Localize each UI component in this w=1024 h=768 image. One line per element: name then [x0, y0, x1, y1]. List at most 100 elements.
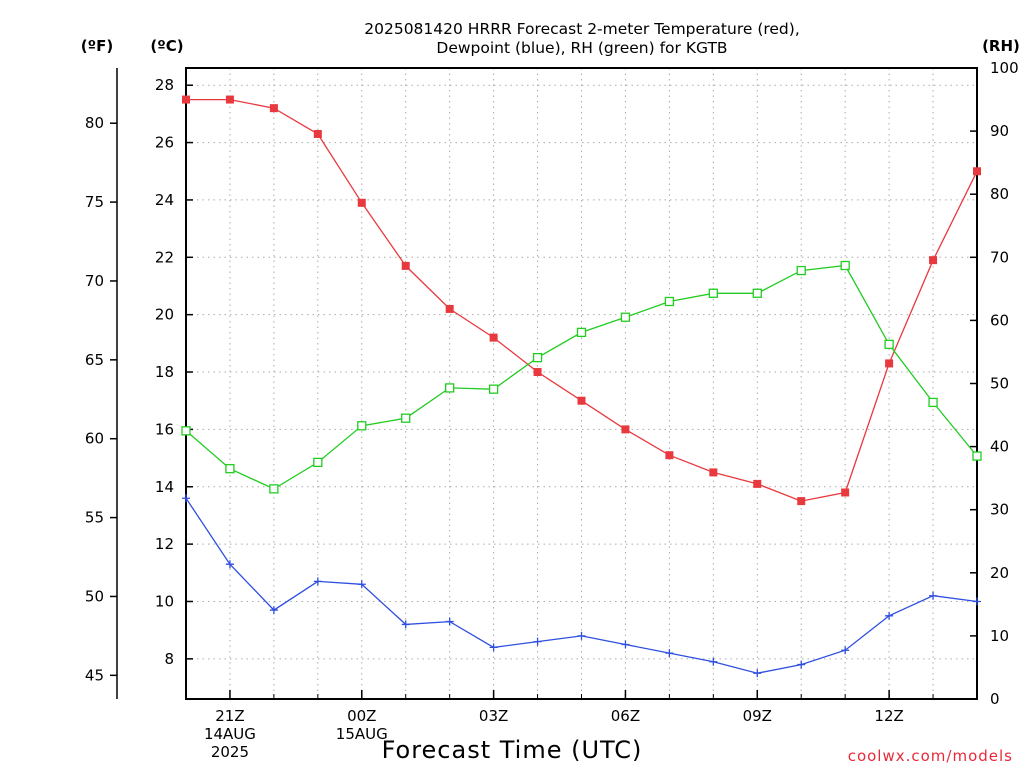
rh-tick-label: 30: [990, 501, 1009, 519]
celsius-tick-label: 14: [155, 478, 174, 496]
temperature-point: [709, 468, 718, 477]
fahrenheit-tick-label: 65: [85, 351, 104, 369]
x-tick-label: 21Z: [215, 707, 244, 725]
temperature-point: [797, 497, 806, 506]
series-temperature-group: [182, 95, 981, 506]
rh-point: [972, 451, 982, 461]
x-tick-label: 12Z: [874, 707, 903, 725]
dewpoint-point: [973, 597, 981, 606]
rh-point: [357, 421, 367, 431]
celsius-tick-label: 16: [155, 420, 174, 438]
celsius-axis-unit: (ºC): [150, 37, 183, 55]
x-axis-label: Forecast Time (UTC): [382, 736, 643, 764]
dewpoint-point: [709, 657, 718, 666]
rh-point: [884, 339, 894, 350]
temperature-point: [753, 479, 762, 488]
celsius-tick-label: 24: [155, 191, 174, 209]
temperature-point: [973, 167, 981, 176]
temperature-point: [577, 396, 586, 405]
chart-title-line-1: 2025081420 HRRR Forecast 2-meter Tempera…: [364, 20, 800, 38]
dewpoint-point: [182, 494, 190, 503]
rh-point: [708, 288, 718, 298]
celsius-tick-label: 18: [155, 363, 174, 381]
dewpoint-point: [841, 646, 850, 655]
celsius-tick-label: 22: [155, 248, 174, 266]
fahrenheit-tick-label: 55: [85, 509, 104, 527]
dewpoint-point: [489, 643, 498, 652]
temperature-point: [929, 256, 938, 265]
series-layer: [181, 95, 982, 678]
rh-point: [269, 484, 279, 494]
temperature-point: [885, 359, 894, 368]
temperature-point: [533, 368, 542, 377]
rh-point: [840, 260, 850, 271]
fahrenheit-tick-label: 50: [85, 587, 104, 605]
dewpoint-point: [621, 640, 630, 649]
dewpoint-point: [269, 606, 278, 615]
temperature-point: [621, 425, 630, 434]
dewpoint-point: [313, 577, 322, 586]
rh-point: [532, 352, 543, 363]
x-tick-label: 15AUG: [336, 725, 388, 743]
dewpoint-point: [929, 591, 938, 600]
fahrenheit-tick-label: 45: [85, 666, 104, 684]
dewpoint-point: [401, 620, 410, 629]
celsius-tick-label: 8: [164, 650, 174, 668]
temperature-point: [665, 451, 674, 460]
grid-lines: [186, 68, 977, 699]
dewpoint-point: [533, 637, 542, 646]
dewpoint-point: [577, 631, 586, 640]
fahrenheit-tick-label: 80: [85, 114, 104, 132]
rh-point: [928, 397, 938, 408]
fahrenheit-tick-label: 60: [85, 430, 104, 448]
dewpoint-point: [753, 669, 762, 678]
temperature-point: [489, 333, 498, 342]
rh-point: [181, 426, 191, 436]
celsius-tick-label: 26: [155, 134, 174, 152]
axis-ticks: 8 10 12 14 16 18 20 22 24 26 28 45 50 55 60 65 70 75 80 0 10…: [85, 59, 1019, 761]
fahrenheit-axis-unit: (ºF): [81, 37, 113, 55]
rh-tick-label: 20: [990, 564, 1009, 582]
x-tick-label: 06Z: [611, 707, 640, 725]
celsius-tick-label: 20: [155, 306, 174, 324]
rh-point: [576, 327, 587, 338]
temperature-point: [401, 261, 410, 270]
dewpoint-point: [665, 649, 674, 658]
temperature-point: [269, 104, 278, 113]
celsius-tick-label: 28: [155, 76, 174, 94]
rh-point: [225, 464, 235, 474]
rh-axis-unit: (RH): [982, 37, 1020, 55]
temperature-point: [841, 488, 850, 497]
dewpoint-point: [225, 560, 234, 569]
rh-tick-label: 40: [990, 438, 1009, 456]
x-tick-label: 14AUG: [204, 725, 256, 743]
temperature-point: [225, 95, 234, 104]
rh-tick-label: 70: [990, 248, 1009, 266]
x-tick-label: 03Z: [479, 707, 508, 725]
celsius-tick-label: 12: [155, 535, 174, 553]
series-rh-group: [181, 260, 982, 494]
rh-point: [313, 457, 323, 468]
rh-point: [488, 384, 499, 394]
temperature-point: [445, 304, 454, 313]
rh-tick-label: 60: [990, 311, 1009, 329]
rh-point: [401, 413, 411, 423]
rh-tick-label: 10: [990, 627, 1009, 645]
x-tick-label: 00Z: [347, 707, 376, 725]
fahrenheit-tick-label: 70: [85, 272, 104, 290]
rh-tick-label: 80: [990, 185, 1009, 203]
rh-tick-label: 90: [990, 122, 1009, 140]
fahrenheit-tick-label: 75: [85, 193, 104, 211]
dewpoint-point: [797, 660, 806, 669]
celsius-tick-label: 10: [155, 592, 174, 610]
x-tick-label: 09Z: [743, 707, 772, 725]
chart-title-line-2: Dewpoint (blue), RH (green) for KGTB: [436, 39, 727, 57]
temperature-point: [357, 198, 366, 207]
rh-tick-label: 50: [990, 375, 1009, 393]
temperature-point: [313, 129, 322, 138]
rh-tick-label: 100: [990, 59, 1019, 77]
rh-tick-label: 0: [990, 690, 1000, 708]
rh-point: [752, 288, 762, 298]
x-tick-label: 2025: [211, 743, 249, 761]
